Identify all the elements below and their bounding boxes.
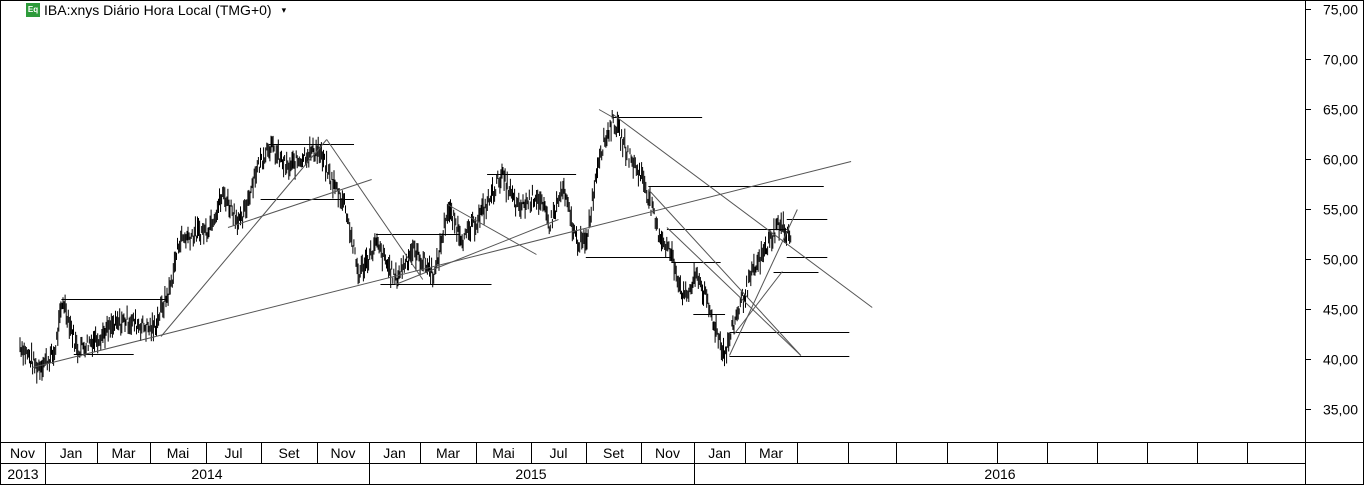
trend-line: [447, 204, 537, 255]
chart-title: IBA:xnys Diário Hora Local (TMG+0): [44, 2, 272, 18]
trend-line: [729, 209, 798, 356]
chart-header: Eq IBA:xnys Diário Hora Local (TMG+0) ▾: [26, 2, 286, 18]
trend-line: [395, 219, 559, 285]
caret-down-icon[interactable]: ▾: [281, 4, 287, 15]
x-month-label: Mar: [111, 445, 135, 461]
x-month-label: Jan: [60, 445, 83, 461]
y-tick-label: 50,00: [1323, 252, 1358, 268]
x-year-label: 2013: [7, 466, 38, 482]
trend-line: [326, 139, 424, 280]
trend-line: [666, 227, 802, 356]
x-month-label: Mai: [167, 445, 190, 461]
x-month-label: Mai: [492, 445, 515, 461]
y-tick-label: 75,00: [1323, 2, 1358, 18]
x-month-label: Nov: [331, 445, 356, 461]
x-year-label: 2015: [515, 466, 546, 482]
x-month-label: Jul: [225, 445, 243, 461]
x-month-label: Jul: [550, 445, 568, 461]
x-month-label: Nov: [10, 445, 35, 461]
trend-line: [32, 161, 852, 368]
trend-line: [733, 271, 783, 335]
y-tick-label: 55,00: [1323, 202, 1358, 218]
y-tick-label: 70,00: [1323, 52, 1358, 68]
x-month-label: Nov: [655, 445, 680, 461]
x-year-label: 2014: [191, 466, 222, 482]
x-month-label: Jan: [383, 445, 406, 461]
x-month-label: Set: [278, 445, 299, 461]
y-tick-label: 60,00: [1323, 152, 1358, 168]
trend-line: [648, 189, 802, 356]
x-year-label: 2016: [984, 466, 1015, 482]
x-month-label: Set: [603, 445, 624, 461]
y-tick-label: 35,00: [1323, 402, 1358, 418]
y-tick-label: 65,00: [1323, 102, 1358, 118]
x-month-label: Mar: [759, 445, 783, 461]
equity-icon: Eq: [26, 3, 40, 17]
trend-line: [598, 109, 614, 118]
x-month-label: Jan: [708, 445, 731, 461]
x-month-label: Mar: [436, 445, 460, 461]
y-tick-label: 40,00: [1323, 352, 1358, 368]
trend-line: [160, 139, 328, 337]
y-tick-label: 45,00: [1323, 302, 1358, 318]
trend-line: [227, 179, 372, 228]
trend-line: [612, 114, 873, 308]
